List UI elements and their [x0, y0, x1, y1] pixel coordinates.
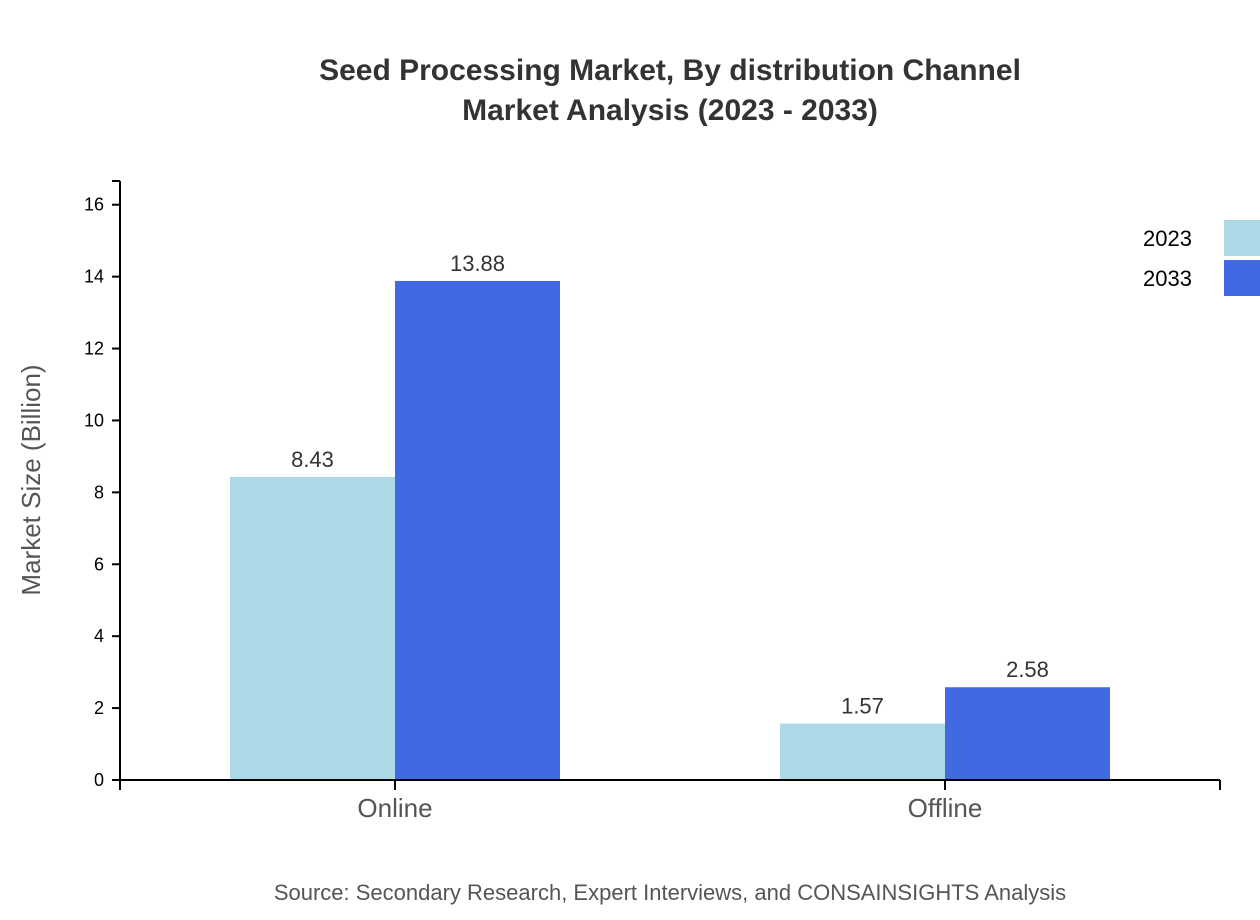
legend-swatch-2023 [1224, 220, 1260, 256]
legend-label-2033: 2033 [1143, 266, 1192, 291]
legend-swatch-2033 [1224, 260, 1260, 296]
data-label: 2.58 [1006, 657, 1049, 682]
y-tick-label: 6 [94, 554, 104, 574]
bar-online-2023 [230, 476, 395, 780]
bar-offline-2023 [780, 723, 945, 780]
y-tick-label: 8 [94, 482, 104, 502]
y-tick-label: 10 [84, 410, 104, 430]
y-tick-label: 0 [94, 770, 104, 790]
bar-offline-2033 [945, 687, 1110, 780]
data-label: 13.88 [450, 251, 505, 276]
y-tick-label: 12 [84, 339, 104, 359]
y-tick-label: 2 [94, 698, 104, 718]
y-tick-label: 14 [84, 267, 104, 287]
data-label: 8.43 [291, 447, 334, 472]
y-tick-label: 4 [94, 626, 104, 646]
source-note: Source: Secondary Research, Expert Inter… [274, 880, 1066, 905]
x-tick-label: Offline [908, 793, 983, 823]
bar-online-2033 [395, 280, 560, 780]
y-axis-label: Market Size (Billion) [16, 364, 46, 595]
data-label: 1.57 [841, 694, 884, 719]
y-tick-label: 16 [84, 195, 104, 215]
chart-title-line-2: Market Analysis (2023 - 2033) [462, 94, 878, 127]
chart-title-line-1: Seed Processing Market, By distribution … [319, 54, 1021, 87]
legend-label-2023: 2023 [1143, 226, 1192, 251]
x-tick-label: Online [357, 793, 432, 823]
